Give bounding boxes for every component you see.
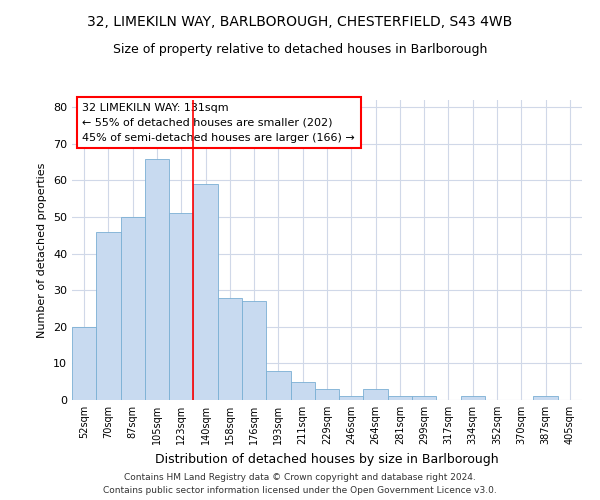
Bar [242, 301, 266, 400]
Bar [461, 396, 485, 400]
Bar [145, 158, 169, 400]
Bar [72, 327, 96, 400]
Text: 32 LIMEKILN WAY: 131sqm
← 55% of detached houses are smaller (202)
45% of semi-d: 32 LIMEKILN WAY: 131sqm ← 55% of detache… [82, 103, 355, 142]
Bar [266, 370, 290, 400]
Bar [364, 389, 388, 400]
Bar [218, 298, 242, 400]
Text: 32, LIMEKILN WAY, BARLBOROUGH, CHESTERFIELD, S43 4WB: 32, LIMEKILN WAY, BARLBOROUGH, CHESTERFI… [88, 15, 512, 29]
Text: Size of property relative to detached houses in Barlborough: Size of property relative to detached ho… [113, 42, 487, 56]
Text: Contains public sector information licensed under the Open Government Licence v3: Contains public sector information licen… [103, 486, 497, 495]
Bar [315, 389, 339, 400]
Bar [193, 184, 218, 400]
Bar [169, 214, 193, 400]
Bar [533, 396, 558, 400]
Bar [290, 382, 315, 400]
Text: Contains HM Land Registry data © Crown copyright and database right 2024.: Contains HM Land Registry data © Crown c… [124, 474, 476, 482]
X-axis label: Distribution of detached houses by size in Barlborough: Distribution of detached houses by size … [155, 452, 499, 466]
Bar [121, 217, 145, 400]
Bar [339, 396, 364, 400]
Bar [388, 396, 412, 400]
Bar [96, 232, 121, 400]
Bar [412, 396, 436, 400]
Y-axis label: Number of detached properties: Number of detached properties [37, 162, 47, 338]
